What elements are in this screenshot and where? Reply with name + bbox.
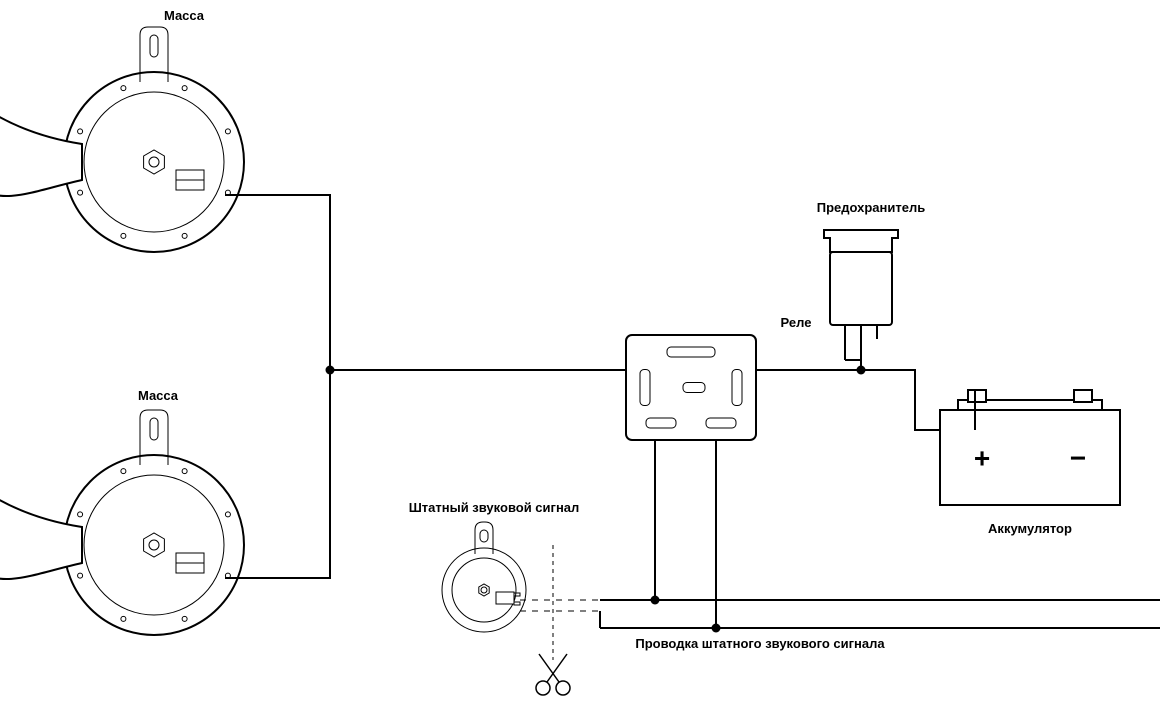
battery-minus: − (1070, 443, 1086, 474)
label-ground-2: Масса (138, 388, 179, 403)
label-stock-horn: Штатный звуковой сигнал (409, 500, 580, 515)
junction-dot (857, 366, 866, 375)
battery (940, 390, 1120, 505)
wire (225, 195, 330, 370)
wire (225, 370, 330, 578)
horn-1 (0, 27, 244, 252)
scissors-icon (536, 654, 570, 695)
relay (626, 335, 756, 440)
label-fuse: Предохранитель (817, 200, 925, 215)
junction-dot (326, 366, 335, 375)
fuse (824, 230, 898, 339)
label-ground-1: Масса (164, 8, 205, 23)
label-battery: Аккумулятор (988, 521, 1072, 536)
stock-horn (442, 522, 526, 632)
horn-2 (0, 410, 244, 635)
label-relay: Реле (781, 315, 812, 330)
label-stock-wiring: Проводка штатного звукового сигнала (635, 636, 885, 651)
battery-plus: + (974, 443, 990, 474)
